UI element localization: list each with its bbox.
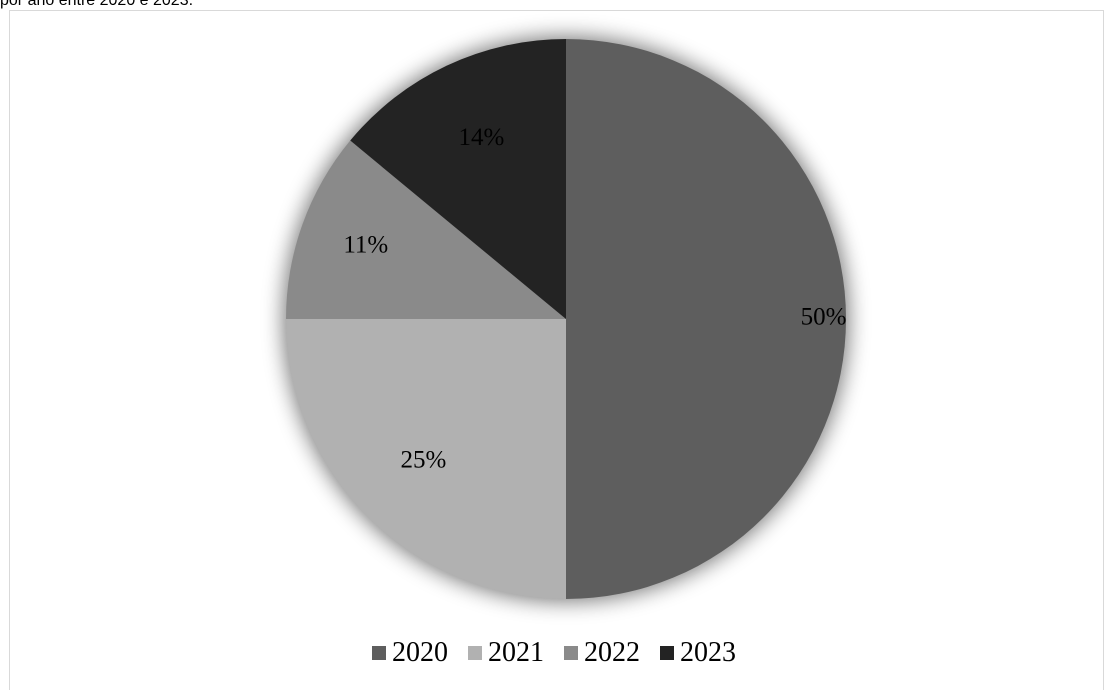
pie-slice-2023: [350, 39, 566, 319]
data-label-2021: 25%: [401, 446, 447, 473]
legend-item-2023: 2023: [660, 636, 736, 670]
pie-slice-2020: [566, 39, 846, 599]
legend-item-2020: 2020: [372, 636, 448, 670]
data-label-2023: 14%: [458, 124, 504, 151]
data-label-2020: 50%: [801, 304, 847, 331]
chart-area: [9, 10, 1104, 690]
legend-label: 2020: [392, 637, 448, 668]
pie-slice-2022: [286, 140, 566, 319]
legend-label: 2023: [680, 637, 736, 668]
legend-label: 2022: [584, 637, 640, 668]
legend-swatch: [564, 646, 578, 660]
figure-caption: por ano entre 2020 e 2023.: [0, 0, 194, 9]
data-label-2022: 11%: [343, 232, 388, 259]
pie-slice-2021: [286, 319, 566, 599]
legend-item-2022: 2022: [564, 636, 640, 670]
legend-swatch: [660, 646, 674, 660]
chart-legend: 2020 2021 2022 2023: [0, 636, 1108, 670]
legend-label: 2021: [488, 637, 544, 668]
pie-slices: [286, 39, 846, 599]
pie-data-labels: 50% 25% 11% 14%: [343, 124, 846, 473]
legend-swatch: [468, 646, 482, 660]
legend-item-2021: 2021: [468, 636, 544, 670]
legend-swatch: [372, 646, 386, 660]
